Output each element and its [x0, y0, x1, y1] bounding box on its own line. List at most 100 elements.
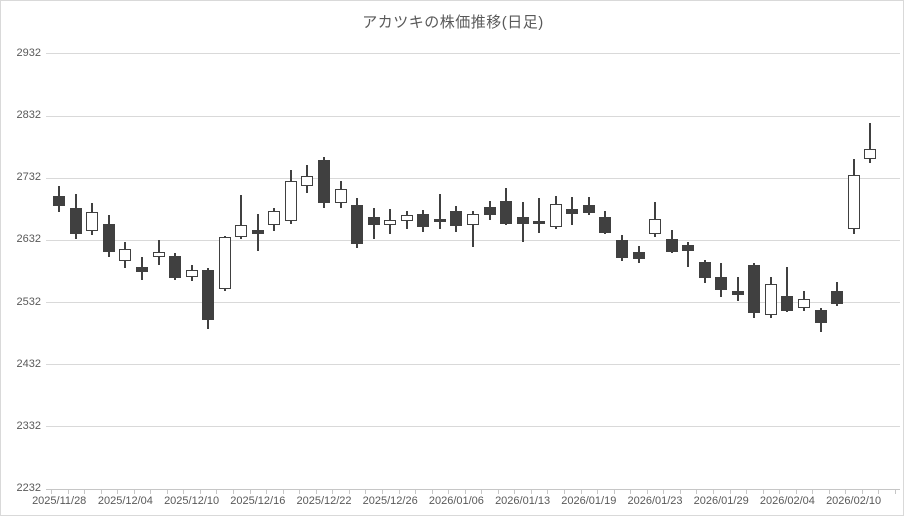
- candle-2026-01-14: [533, 221, 546, 225]
- axis-tick: [679, 489, 681, 494]
- x-axis-label: 2026/02/04: [759, 495, 815, 507]
- candle-2025-12-17: [268, 211, 281, 226]
- candle-2025-12-05: [135, 266, 148, 272]
- candle-2026-01-19: [582, 205, 595, 213]
- candle-2026-01-09: [500, 201, 513, 225]
- axis-tick: [729, 489, 731, 494]
- x-axis-label: 2025/12/22: [296, 495, 352, 507]
- axis-tick: [696, 489, 698, 494]
- candle-2026-01-07: [466, 214, 479, 226]
- candle-2025-12-09: [169, 256, 182, 279]
- candle-2025-12-18: [284, 180, 297, 222]
- axis-tick: [299, 489, 301, 494]
- candle-wick: [538, 197, 541, 233]
- axis-tick: [166, 489, 168, 494]
- axis-tick: [547, 489, 549, 494]
- axis-tick: [712, 489, 714, 494]
- candle-2025-12-08: [152, 252, 165, 258]
- axis-tick: [249, 489, 251, 494]
- axis-tick: [481, 489, 483, 494]
- candle-2026-01-26: [665, 238, 678, 252]
- candle-2026-01-15: [549, 204, 562, 227]
- candle-2025-12-24: [351, 205, 364, 245]
- candle-2026-01-20: [599, 216, 612, 233]
- axis-tick: [150, 489, 152, 494]
- candle-2025-12-23: [334, 188, 347, 204]
- candle-2025-12-11: [202, 270, 215, 320]
- candle-2026-02-02: [748, 264, 761, 313]
- candle-2025-12-16: [251, 229, 264, 235]
- candle-2026-01-16: [566, 209, 579, 215]
- axis-tick: [630, 489, 632, 494]
- candle-2025-12-22: [318, 159, 330, 204]
- axis-tick: [282, 489, 284, 494]
- y-axis-label: 2332: [16, 419, 41, 432]
- candle-wick: [438, 193, 441, 229]
- candle-2026-02-03: [764, 284, 777, 315]
- axis-tick: [398, 489, 400, 494]
- axis-tick: [183, 489, 185, 494]
- axis-tick: [199, 489, 201, 494]
- candle-2025-11-28: [53, 196, 66, 207]
- axis-tick: [812, 489, 814, 494]
- candle-2026-02-09: [831, 291, 844, 305]
- axis-tick: [762, 489, 764, 494]
- axis-tick: [133, 489, 135, 494]
- axis-tick: [795, 489, 797, 494]
- y-axis-label: 2632: [16, 233, 41, 246]
- candle-wick: [471, 211, 474, 248]
- x-axis-label: 2025/11/28: [32, 495, 87, 507]
- axis-tick: [497, 489, 499, 494]
- gridline: [46, 364, 900, 366]
- y-axis-label: 2932: [16, 46, 41, 59]
- candle-2026-01-23: [649, 219, 661, 234]
- candle-wick: [869, 122, 872, 164]
- candle-2026-01-08: [483, 206, 496, 215]
- axis-tick: [878, 489, 880, 494]
- gridline: [46, 177, 900, 179]
- axis-tick: [746, 489, 747, 494]
- axis-tick: [365, 489, 367, 494]
- candle-2026-01-21: [615, 240, 628, 259]
- x-axis-label: 2026/01/19: [561, 495, 617, 507]
- x-axis-label: 2026/01/06: [428, 495, 484, 507]
- axis-tick: [779, 489, 781, 494]
- axis-tick: [646, 489, 648, 494]
- x-axis-label: 2026/01/13: [495, 495, 551, 507]
- axis-tick: [67, 489, 69, 494]
- candle-2025-12-01: [69, 208, 82, 234]
- candle-wick: [786, 266, 789, 312]
- axis-tick: [348, 489, 350, 494]
- axis-tick: [663, 489, 665, 494]
- candle-2026-01-27: [682, 245, 695, 251]
- gridline: [46, 302, 900, 303]
- candle-wick: [736, 276, 739, 301]
- axis-tick: [861, 489, 863, 494]
- candle-2025-12-30: [417, 213, 430, 227]
- candle-2025-12-02: [86, 211, 99, 232]
- candle-2025-12-29: [400, 215, 413, 222]
- candle-2025-12-15: [235, 224, 248, 237]
- candle-2026-01-30: [731, 290, 744, 296]
- x-axis-label: 2026/01/29: [693, 495, 749, 507]
- y-axis-label: 2732: [16, 171, 41, 184]
- x-axis-label: 2025/12/10: [164, 495, 220, 507]
- axis-tick: [266, 489, 268, 494]
- axis-tick: [233, 489, 234, 494]
- candle-2026-01-22: [632, 252, 645, 260]
- axis-tick: [216, 489, 218, 494]
- axis-tick: [100, 489, 102, 494]
- axis-tick: [315, 489, 317, 494]
- x-axis-label: 2026/02/10: [826, 495, 882, 507]
- y-axis-label: 2532: [16, 295, 41, 308]
- y-axis-label: 2832: [16, 109, 41, 121]
- axis-tick: [381, 489, 383, 494]
- candle-2025-12-10: [185, 270, 198, 278]
- candle-2026-02-06: [814, 310, 827, 324]
- x-axis-label: 2026/01/23: [627, 495, 683, 507]
- y-axis-label: 2432: [16, 357, 41, 370]
- axis-tick: [564, 489, 565, 494]
- axis-tick: [84, 489, 85, 494]
- axis-tick: [895, 489, 896, 494]
